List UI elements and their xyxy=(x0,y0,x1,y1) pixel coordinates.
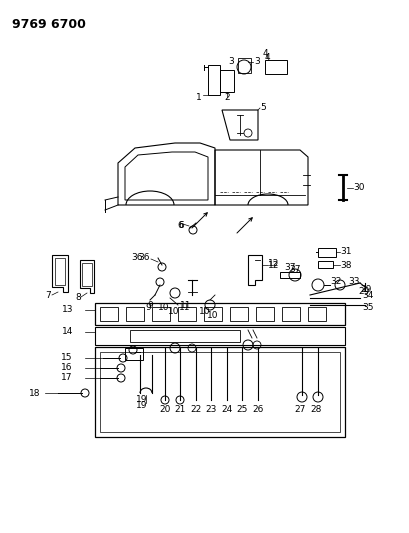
Text: 20: 20 xyxy=(159,406,170,415)
Bar xyxy=(264,60,286,74)
Bar xyxy=(220,70,234,92)
Bar xyxy=(207,65,220,95)
Bar xyxy=(307,307,325,321)
Text: 10: 10 xyxy=(158,303,169,312)
Text: 12: 12 xyxy=(267,259,279,268)
Bar xyxy=(100,352,339,432)
Text: 34: 34 xyxy=(361,290,373,300)
Text: 9: 9 xyxy=(147,301,153,310)
Text: 16: 16 xyxy=(61,364,72,373)
Bar xyxy=(237,58,250,73)
Text: 22: 22 xyxy=(190,406,201,415)
Text: 10: 10 xyxy=(168,308,179,317)
Text: 36: 36 xyxy=(138,254,150,262)
Text: 29: 29 xyxy=(359,286,371,295)
Text: 10: 10 xyxy=(207,311,218,319)
Text: 12: 12 xyxy=(267,261,279,270)
Text: 23: 23 xyxy=(205,406,216,415)
Text: 18: 18 xyxy=(29,389,40,398)
Bar xyxy=(95,303,344,325)
Text: 3: 3 xyxy=(228,58,234,67)
Text: 19: 19 xyxy=(136,401,147,410)
Bar xyxy=(126,307,144,321)
Text: 9769 6700: 9769 6700 xyxy=(12,18,85,31)
Text: 30: 30 xyxy=(352,183,364,192)
Text: 9: 9 xyxy=(145,303,151,312)
Text: 31: 31 xyxy=(339,247,351,256)
Bar xyxy=(178,307,196,321)
Text: 6: 6 xyxy=(177,221,182,230)
Text: 13: 13 xyxy=(61,305,73,314)
Text: 35: 35 xyxy=(361,303,373,312)
Text: 8: 8 xyxy=(75,293,81,302)
Text: 29: 29 xyxy=(357,287,369,296)
Text: 1: 1 xyxy=(196,93,202,101)
Text: 21: 21 xyxy=(174,406,185,415)
Bar xyxy=(204,307,221,321)
Text: 4: 4 xyxy=(262,49,268,58)
Text: 11: 11 xyxy=(179,303,190,312)
Text: 32: 32 xyxy=(329,278,341,287)
Bar xyxy=(100,307,118,321)
Text: 38: 38 xyxy=(339,261,351,270)
Bar xyxy=(229,307,247,321)
Text: 2: 2 xyxy=(223,93,229,101)
Bar xyxy=(130,330,239,342)
Text: 26: 26 xyxy=(252,406,263,415)
Text: 4: 4 xyxy=(264,53,270,62)
Text: 19: 19 xyxy=(136,395,147,405)
Text: 37: 37 xyxy=(288,265,300,274)
Text: 11: 11 xyxy=(180,301,191,310)
Text: 25: 25 xyxy=(236,406,247,415)
Text: 17: 17 xyxy=(61,374,72,383)
Text: 28: 28 xyxy=(310,406,321,415)
Text: 27: 27 xyxy=(294,406,305,415)
Bar xyxy=(95,347,344,437)
Text: 15: 15 xyxy=(61,353,72,362)
Text: 37: 37 xyxy=(283,263,295,272)
Bar xyxy=(125,348,143,360)
Text: 10: 10 xyxy=(199,308,210,317)
Bar xyxy=(152,307,170,321)
Text: 24: 24 xyxy=(221,406,232,415)
Bar xyxy=(255,307,273,321)
Text: 33: 33 xyxy=(347,278,359,287)
Text: 14: 14 xyxy=(61,327,73,336)
Text: 3: 3 xyxy=(254,58,259,67)
Text: 36: 36 xyxy=(131,254,143,262)
Bar xyxy=(281,307,299,321)
Text: 7: 7 xyxy=(45,290,51,300)
Text: 6: 6 xyxy=(178,222,183,230)
Text: 5: 5 xyxy=(259,103,265,112)
Bar xyxy=(317,248,335,257)
Bar xyxy=(95,327,344,345)
Bar xyxy=(317,261,332,268)
